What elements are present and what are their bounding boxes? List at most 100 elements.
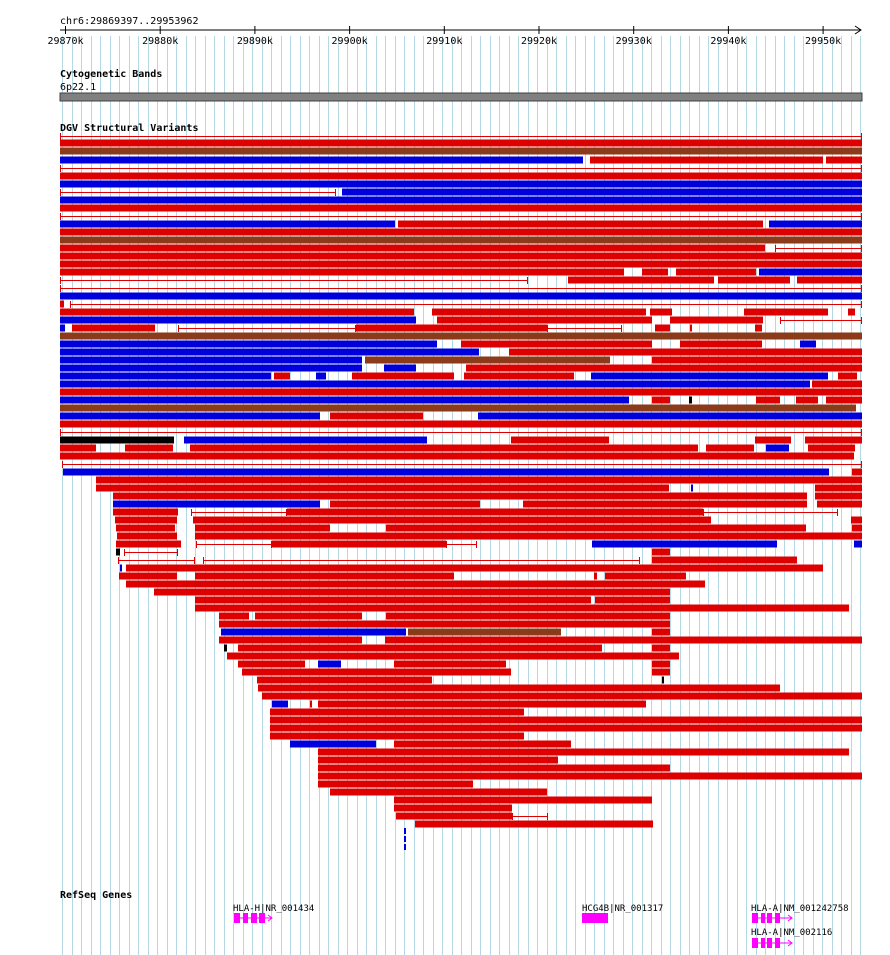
sv-feature[interactable]	[224, 644, 227, 652]
gene-hla-a-2[interactable]	[752, 938, 793, 948]
sv-feature[interactable]	[195, 572, 454, 580]
sv-feature[interactable]	[691, 484, 693, 492]
sv-feature[interactable]	[318, 660, 341, 668]
sv-feature[interactable]	[408, 628, 561, 636]
sv-feature[interactable]	[437, 316, 652, 324]
sv-feature[interactable]	[60, 292, 862, 300]
sv-feature[interactable]	[60, 172, 862, 180]
sv-feature[interactable]	[466, 364, 862, 372]
sv-feature[interactable]	[592, 540, 777, 548]
refseq-track-title[interactable]: RefSeq Genes	[60, 890, 132, 901]
sv-feature[interactable]	[365, 356, 610, 364]
sv-feature[interactable]	[590, 156, 823, 164]
sv-feature[interactable]	[60, 436, 174, 444]
sv-feature[interactable]	[270, 716, 862, 724]
sv-feature[interactable]	[356, 324, 547, 332]
sv-feature[interactable]	[318, 748, 849, 756]
sv-feature[interactable]	[808, 444, 855, 452]
sv-feature[interactable]	[318, 772, 862, 780]
sv-feature[interactable]	[852, 524, 862, 532]
dgv-track-title[interactable]: DGV Structural Variants	[60, 122, 198, 134]
sv-feature[interactable]	[262, 692, 862, 700]
sv-feature[interactable]	[96, 484, 669, 492]
sv-feature[interactable]	[650, 308, 672, 316]
sv-feature[interactable]	[63, 468, 829, 476]
sv-feature[interactable]	[195, 604, 849, 612]
sv-feature[interactable]	[60, 332, 862, 340]
sv-feature[interactable]	[120, 564, 122, 572]
sv-feature[interactable]	[404, 828, 406, 834]
sv-feature[interactable]	[116, 524, 175, 532]
sv-feature[interactable]	[60, 260, 862, 268]
sv-feature[interactable]	[652, 556, 797, 564]
sv-feature[interactable]	[755, 324, 762, 332]
sv-feature[interactable]	[60, 444, 96, 452]
sv-feature[interactable]	[255, 612, 362, 620]
sv-feature[interactable]	[60, 372, 271, 380]
sv-feature[interactable]	[854, 540, 862, 548]
sv-feature[interactable]	[815, 484, 862, 492]
sv-feature[interactable]	[815, 492, 862, 500]
sv-feature[interactable]	[568, 276, 714, 284]
sv-feature[interactable]	[662, 676, 664, 684]
sv-feature[interactable]	[60, 348, 479, 356]
sv-feature[interactable]	[60, 156, 583, 164]
sv-feature[interactable]	[72, 324, 155, 332]
sv-feature[interactable]	[386, 524, 806, 532]
sv-feature[interactable]	[60, 412, 320, 420]
sv-feature[interactable]	[60, 228, 862, 236]
sv-feature[interactable]	[826, 156, 862, 164]
sv-feature[interactable]	[478, 412, 862, 420]
cytoband-bar[interactable]	[59, 92, 863, 102]
sv-feature[interactable]	[318, 756, 558, 764]
sv-feature[interactable]	[270, 732, 524, 740]
sv-feature[interactable]	[404, 844, 406, 850]
gene-hcg4b[interactable]	[582, 913, 608, 923]
sv-feature[interactable]	[509, 348, 652, 356]
sv-feature[interactable]	[690, 324, 692, 332]
sv-feature[interactable]	[60, 364, 362, 372]
sv-feature[interactable]	[310, 700, 312, 708]
sv-feature[interactable]	[258, 684, 780, 692]
sv-feature[interactable]	[125, 444, 173, 452]
sv-feature[interactable]	[838, 372, 857, 380]
sv-feature[interactable]	[60, 324, 65, 332]
sv-feature[interactable]	[318, 780, 473, 788]
sv-feature[interactable]	[330, 500, 480, 508]
sv-feature[interactable]	[60, 268, 624, 276]
sv-feature[interactable]	[60, 388, 862, 396]
sv-feature[interactable]	[676, 268, 756, 276]
sv-feature[interactable]	[115, 516, 177, 524]
sv-feature[interactable]	[394, 660, 506, 668]
sv-feature[interactable]	[60, 356, 362, 364]
sv-feature[interactable]	[461, 340, 652, 348]
sv-feature[interactable]	[404, 836, 406, 842]
sv-feature[interactable]	[290, 740, 376, 748]
sv-feature[interactable]	[652, 668, 670, 676]
sv-feature[interactable]	[718, 276, 790, 284]
sv-feature[interactable]	[184, 436, 427, 444]
sv-feature[interactable]	[60, 452, 854, 460]
sv-feature[interactable]	[744, 308, 828, 316]
sv-feature[interactable]	[60, 308, 414, 316]
sv-feature[interactable]	[60, 316, 416, 324]
sv-feature[interactable]	[796, 396, 818, 404]
sv-feature[interactable]	[769, 220, 862, 228]
sv-feature[interactable]	[594, 572, 597, 580]
sv-feature[interactable]	[805, 436, 862, 444]
sv-feature[interactable]	[651, 348, 862, 356]
sv-feature[interactable]	[195, 596, 591, 604]
sv-feature[interactable]	[591, 372, 828, 380]
sv-feature[interactable]	[652, 396, 670, 404]
sv-feature[interactable]	[394, 740, 571, 748]
sv-feature[interactable]	[848, 308, 855, 316]
sv-feature[interactable]	[342, 188, 862, 196]
sv-feature[interactable]	[221, 628, 406, 636]
sv-feature[interactable]	[195, 532, 862, 540]
sv-feature[interactable]	[272, 540, 446, 548]
sv-feature[interactable]	[318, 700, 646, 708]
sv-feature[interactable]	[190, 444, 698, 452]
gene-hla-a-1[interactable]	[752, 913, 793, 923]
sv-feature[interactable]	[817, 500, 862, 508]
sv-feature[interactable]	[330, 412, 423, 420]
